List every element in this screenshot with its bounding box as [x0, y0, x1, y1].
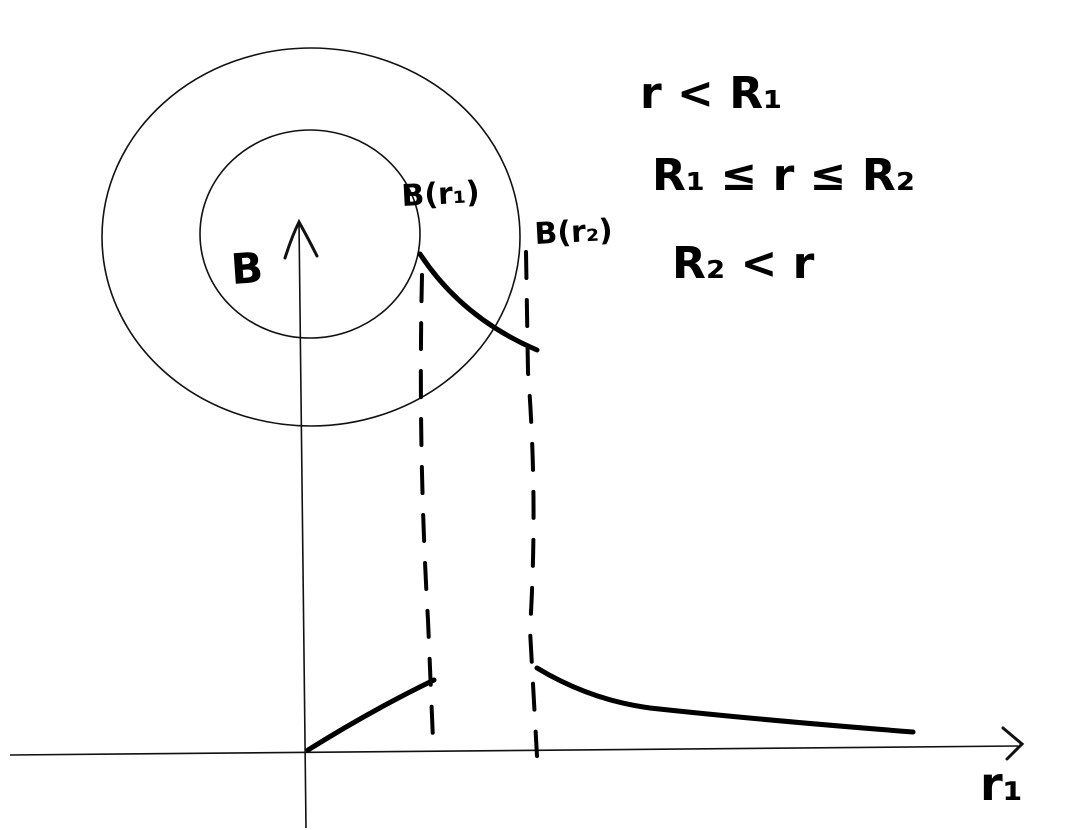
curve-outer-region [534, 665, 916, 735]
dashed-line-r2 [524, 250, 539, 758]
inner-circle-label: B [229, 243, 264, 294]
outer-circle [101, 47, 521, 427]
y-axis [298, 221, 307, 829]
dashed-line-r1 [418, 273, 435, 742]
inner-circle [199, 129, 421, 339]
x-axis-label: r₁ [980, 757, 1023, 811]
condition-inner: r < R₁ [640, 68, 782, 119]
x-axis-arrowhead [1001, 726, 1025, 761]
curve-inner-region [305, 677, 437, 753]
outer-boundary-label: B(r₂) [534, 213, 614, 252]
condition-middle: R₁ ≤ r ≤ R₂ [652, 150, 915, 201]
x-axis [9, 745, 1019, 756]
y-axis-arrowhead [283, 218, 319, 260]
condition-outer: R₂ < r [672, 238, 815, 289]
curve-middle-region [417, 251, 540, 353]
inner-boundary-label: B(r₁) [401, 175, 481, 214]
